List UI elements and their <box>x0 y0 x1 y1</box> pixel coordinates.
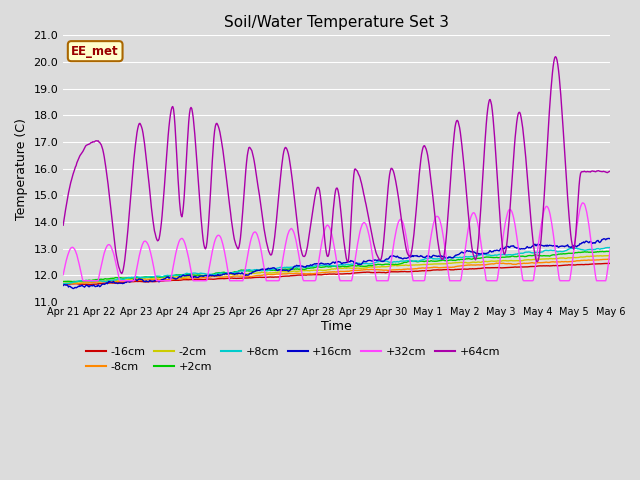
X-axis label: Time: Time <box>321 320 352 333</box>
Text: EE_met: EE_met <box>72 45 119 58</box>
Title: Soil/Water Temperature Set 3: Soil/Water Temperature Set 3 <box>224 15 449 30</box>
Legend: -16cm, -8cm, -2cm, +2cm, +8cm, +16cm, +32cm, +64cm: -16cm, -8cm, -2cm, +2cm, +8cm, +16cm, +3… <box>81 342 504 376</box>
Y-axis label: Temperature (C): Temperature (C) <box>15 118 28 220</box>
